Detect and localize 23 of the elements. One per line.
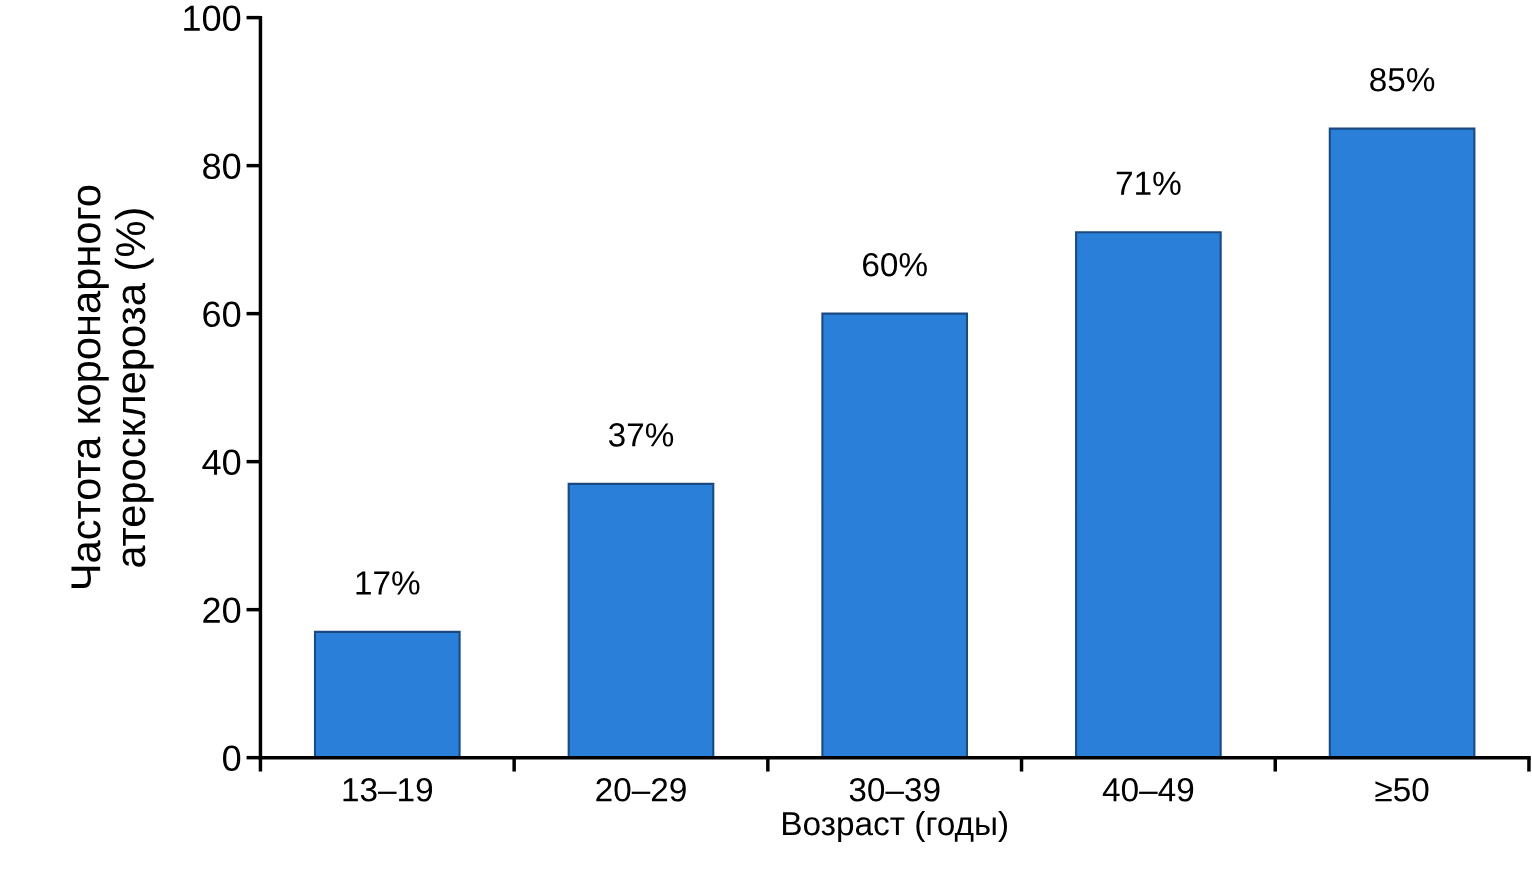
x-tick-label: 30–39 (849, 777, 940, 802)
data-label: 85% (1370, 67, 1435, 92)
x-tick-label: 20–29 (596, 777, 686, 802)
x-axis-title: Возраст (годы) (783, 810, 1008, 843)
data-label: 17% (356, 571, 420, 595)
bar (313, 630, 461, 758)
data-label: 71% (1116, 171, 1181, 195)
y-axis-title: Частота коронарного атеросклероза (%) (71, 185, 154, 588)
data-label: 60% (863, 252, 927, 277)
bar (1328, 127, 1476, 758)
y-tick-label: 60 (203, 301, 241, 328)
x-tick-label: 13–19 (343, 777, 433, 802)
bar (567, 482, 715, 758)
y-tick-label: 80 (203, 153, 241, 180)
x-tick-label: ≥50 (1375, 777, 1429, 802)
y-tick-label: 100 (184, 5, 241, 32)
bar (1075, 231, 1222, 758)
y-tick-label: 0 (223, 745, 241, 772)
data-label: 37% (608, 423, 674, 447)
x-tick-label: 40–49 (1102, 777, 1194, 802)
bar (821, 312, 969, 758)
y-tick-label: 40 (202, 449, 241, 476)
y-tick-label: 20 (203, 597, 241, 624)
